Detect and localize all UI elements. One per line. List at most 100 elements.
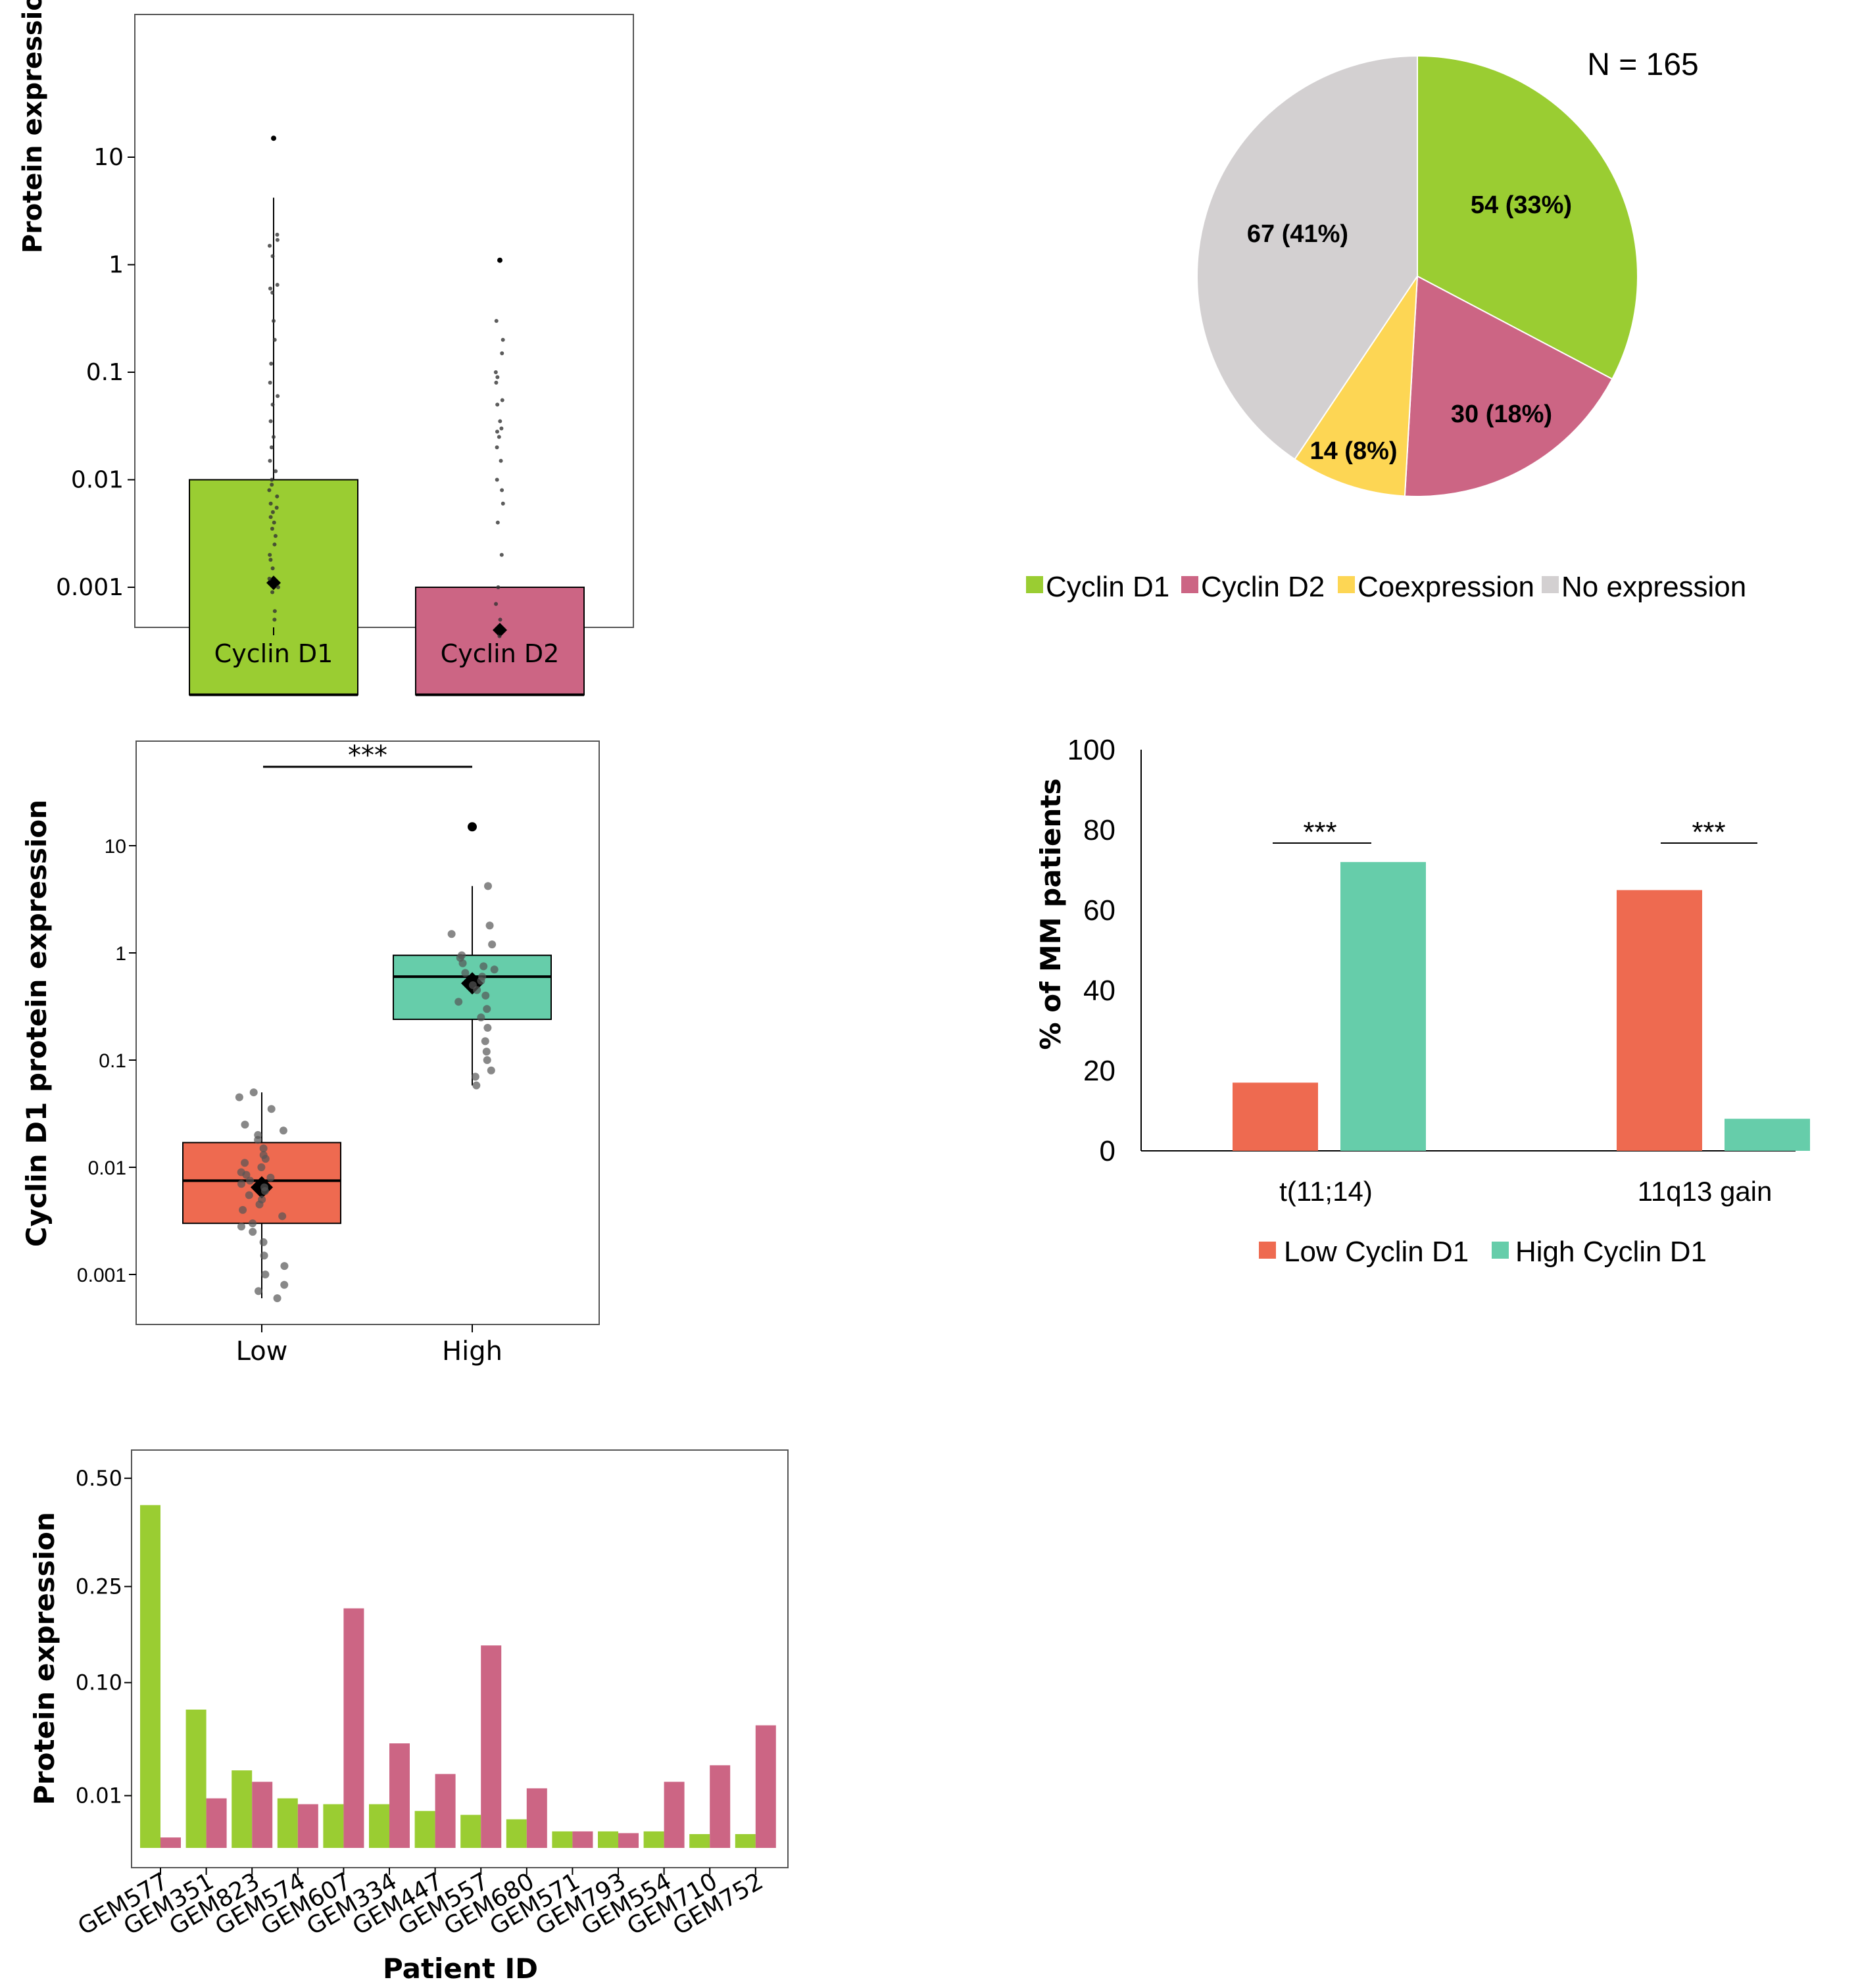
panel-e-bar-cyclin-d1 [552,1831,573,1848]
panel-e-bar-cyclin-d1 [414,1810,435,1848]
panel-a-data-point [500,488,504,493]
panel-c-data-point [278,1212,287,1221]
panel-e-bar-cyclin-d2 [526,1788,547,1848]
panel-a-data-point [493,370,498,374]
panel-c-data-point [254,1136,262,1144]
panel-e-bar-cyclin-d2 [664,1782,685,1848]
panel-c-data-point [487,1066,495,1075]
panel-a-boxplot: 10 1 0.1 0.01 0.001 Protein expression Cycli… [18,0,634,696]
panel-a-data-point [270,402,275,407]
panel-a-data-point [270,527,274,531]
panel-c-data-point [260,1251,268,1260]
panel-a-data-point [268,501,273,506]
panel-d-bar-high [1340,861,1426,1151]
panel-c-y-ticks: 10 1 0.1 0.01 0.001 [77,836,136,1286]
legend-swatch-low-cyclin-d1 [1259,1242,1276,1259]
panel-c-outlier [468,822,477,832]
panel-e-bar-cyclin-d1 [277,1798,298,1848]
legend-label-coexpression: Coexpression [1358,571,1534,603]
panel-c-data-point [471,1073,479,1081]
panel-e-x-axis-label: Patient ID [383,1952,538,1985]
panel-d-y-tick-label: 20 [1083,1055,1115,1087]
panel-a-data-point [495,375,500,379]
panel-e-bars [140,1505,776,1848]
panel-a-data-point [268,552,272,557]
panel-c-data-point [245,1191,253,1200]
panel-c-data-point [477,1013,485,1022]
legend-label-no-expression: No expression [1561,571,1746,603]
pie-label-coexpression: 14 (8%) [1309,437,1397,465]
panel-c-data-point [280,1280,289,1289]
panel-e-bar-cyclin-d1 [689,1833,710,1848]
panel-a-data-point [494,380,499,385]
legend-swatch-cyclin-d2 [1181,576,1198,593]
pie-label-cyclin-d1: 54 (33%) [1471,191,1572,219]
panel-e-bar-cyclin-d1 [598,1831,618,1848]
pie-slice-cyclin-d1 [1417,55,1638,380]
panel-e-bar-chart: 0.50 0.25 0.10 0.01 GEM577GEM351GEM823GEM57… [28,1449,789,1985]
panel-a-data-point [499,458,503,463]
panel-c-y-tick-label: 0.001 [77,1265,126,1286]
panel-c-data-point [273,1294,281,1303]
panel-b-title: N = 165 [1587,47,1698,82]
panel-e-bar-cyclin-d2 [252,1782,273,1848]
panel-c-y-axis-label: Cyclin D1 protein expression [20,800,53,1247]
panel-c-y-tick-label: 0.01 [88,1157,126,1179]
panel-a-data-point [273,533,278,538]
panel-a-data-point [272,618,277,622]
panel-a-data-point [271,435,276,439]
panel-a-data-point [274,505,279,510]
pie-label-no-expression: 67 (41%) [1247,220,1348,248]
panel-e-bar-cyclin-d1 [506,1819,527,1848]
legend-label-high-cyclin-d1: High Cyclin D1 [1515,1236,1707,1268]
pie-slice-no-expression [1196,55,1418,460]
panel-a-data-point [496,585,501,589]
panel-b-pie-chart: N = 165 54 (33%) 30 (18%) 14 (8%) 67 (41… [1026,47,1746,603]
panel-e-bar-cyclin-d1 [735,1833,756,1848]
legend-swatch-no-expression [1542,576,1559,593]
panel-a-data-point [500,398,504,402]
panel-a-outlier [271,135,276,141]
panel-a-data-point [272,318,276,323]
panel-a-data-point [275,232,280,237]
panel-c-data-point [242,1171,251,1179]
panel-c-data-point [266,1173,275,1182]
panel-a-data-point [494,602,499,606]
panel-c-data-point [473,986,481,994]
panel-d-bar-chart: 0 20 40 60 80 100 *** *** t(11;14) 11q13 gain… [1035,734,1810,1268]
legend-label-low-cyclin-d1: Low Cyclin D1 [1284,1236,1469,1268]
panel-c-data-point [479,962,488,971]
panel-c-data-point [260,1187,269,1196]
panel-c-data-point [447,930,456,938]
panel-a-data-point [268,380,272,385]
panel-e-bar-cyclin-d2 [435,1774,456,1848]
panel-e-bar-cyclin-d2 [710,1765,731,1848]
panel-a-data-point [272,542,277,546]
panel-e-y-tick-label: 0.25 [76,1574,122,1599]
panel-a-data-point [270,477,274,482]
panel-d-y-tick-label: 100 [1067,734,1115,766]
panel-c-y-tick-label: 1 [115,943,126,965]
panel-d-bar-low [1233,1082,1318,1151]
panel-e-bar-cyclin-d2 [618,1833,639,1848]
panel-c-data-point [246,1176,255,1185]
panel-a-data-point [501,501,505,506]
panel-c-points [235,882,499,1303]
panel-e-bar-cyclin-d1 [185,1709,207,1848]
panel-a-y-tick-label: 1 [109,252,124,279]
panel-e-y-ticks: 0.50 0.25 0.10 0.01 [76,1466,132,1808]
panel-d-tick-label-t11-14: t(11;14) [1279,1176,1373,1207]
panel-a-data-point [497,435,501,439]
panel-c-significance-label: *** [348,740,387,771]
panel-c-data-point [472,1081,481,1090]
panel-a-data-point [500,351,504,356]
panel-c-data-point [490,965,499,974]
panel-c-data-point [482,1048,491,1056]
panel-c-data-point [239,1205,247,1214]
panel-c-tick-label-high: High [442,1336,502,1367]
panel-c-data-point [235,1093,243,1102]
panel-e-bar-cyclin-d1 [369,1804,389,1848]
panel-d-y-tick-label: 60 [1083,894,1115,927]
panel-c-data-point [481,1037,489,1046]
panel-c-data-point [461,969,470,977]
